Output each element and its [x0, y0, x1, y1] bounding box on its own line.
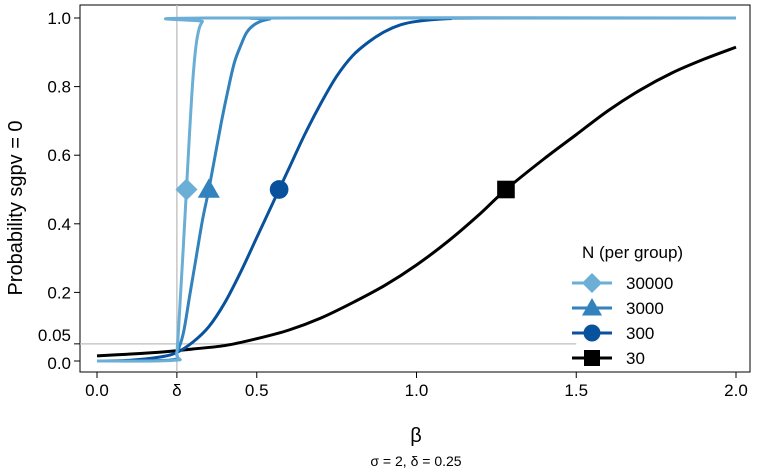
legend-label-30: 30	[626, 349, 645, 368]
series-marker-30000	[175, 178, 198, 201]
x-tick-label: 1.5	[564, 381, 588, 400]
y-tick-label: 1.0	[47, 9, 71, 28]
x-tick-label: 0.0	[85, 381, 109, 400]
x-tick-label: 1.0	[405, 381, 429, 400]
series-line-300	[96, 16, 737, 363]
plot-area: 0.0 δ 0.5 1.0 1.5 2.0 0.0 0.05 0.2 0.4 0.6 0.8 1.0	[38, 4, 751, 400]
y-tick-label: 0.2	[47, 283, 71, 302]
series-line-30000	[96, 16, 737, 363]
series-marker-3000	[197, 178, 220, 198]
y-tick-label: 0.05	[38, 326, 71, 345]
legend-label-3000: 3000	[626, 299, 664, 318]
y-tick-label: 0.6	[47, 146, 71, 165]
y-axis-title: Probability sgpv = 0	[5, 120, 27, 295]
x-tick-label: 0.5	[245, 381, 269, 400]
legend-key-marker-300	[583, 324, 601, 342]
legend: N (per group) 30000 3000 300 30	[572, 243, 683, 368]
legend-key-marker-30000	[582, 273, 602, 293]
series-marker-30	[497, 180, 515, 199]
series-marker-300	[269, 180, 289, 199]
y-tick-label: 0.4	[47, 215, 71, 234]
legend-label-300: 300	[626, 324, 654, 343]
plot-frame	[79, 4, 751, 373]
legend-label-30000: 30000	[626, 274, 673, 293]
legend-key-marker-3000	[582, 298, 602, 316]
x-axis-title: β	[410, 425, 422, 447]
legend-key-marker-30	[584, 350, 600, 366]
subtitle: σ = 2, δ = 0.25	[370, 453, 461, 469]
x-tick-label: δ	[172, 381, 181, 400]
y-tick-label: 0.8	[47, 78, 71, 97]
legend-title: N (per group)	[582, 243, 683, 262]
y-tick-label: 0.0	[47, 354, 71, 373]
x-tick-label: 2.0	[724, 381, 748, 400]
